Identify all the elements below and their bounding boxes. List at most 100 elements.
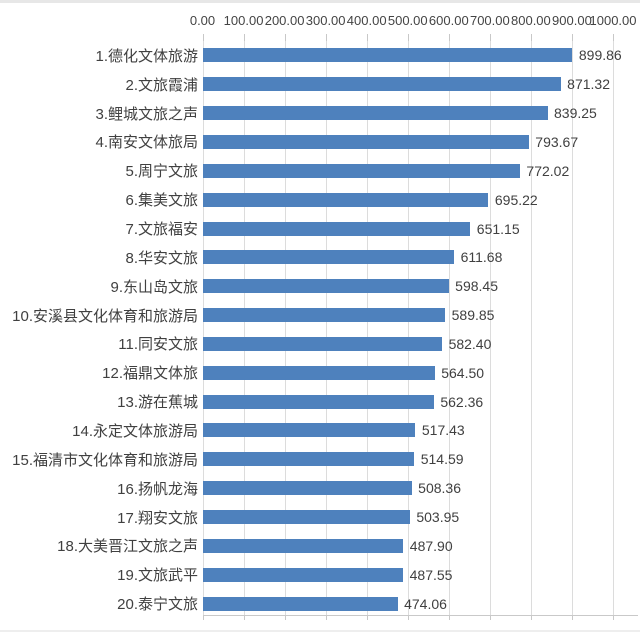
category-label: 9.东山岛文旅 <box>110 278 198 296</box>
value-label: 474.06 <box>404 595 447 612</box>
category-label: 1.德化文体旅游 <box>95 47 198 65</box>
axis-tick-top <box>366 34 368 41</box>
bar <box>203 481 412 496</box>
axis-tick-bottom <box>202 615 204 620</box>
category-label: 16.扬帆龙海 <box>117 480 198 498</box>
x-axis-tick-label: 500.00 <box>387 13 428 28</box>
axis-tick-top <box>530 34 532 41</box>
bar <box>203 596 398 611</box>
bar <box>203 279 449 294</box>
x-axis-tick-label: 1000.00 <box>589 13 637 28</box>
axis-tick-top <box>448 34 450 41</box>
category-label: 14.永定文体旅游局 <box>72 422 198 440</box>
category-label: 7.文旅福安 <box>125 221 198 239</box>
category-label: 2.文旅霞浦 <box>125 76 198 94</box>
category-label: 11.同安文旅 <box>118 336 198 354</box>
axis-tick-top <box>489 34 491 41</box>
axis-tick-bottom <box>613 615 614 620</box>
bar <box>203 567 404 582</box>
category-label: 17.翔安文旅 <box>117 509 198 527</box>
x-axis-tick-label: 200.00 <box>264 13 305 28</box>
bar <box>203 308 446 323</box>
category-label: 8.华安文旅 <box>125 249 198 267</box>
value-label: 839.25 <box>554 105 597 122</box>
axis-tick-top <box>613 34 614 41</box>
gridline <box>325 41 327 615</box>
value-label: 598.45 <box>455 278 498 295</box>
x-axis-tick-label: 100.00 <box>223 13 264 28</box>
category-label: 19.文旅武平 <box>117 567 198 585</box>
top-border-line <box>0 0 640 3</box>
value-label: 589.85 <box>451 307 495 324</box>
bar <box>203 336 443 351</box>
value-label: 564.50 <box>441 364 485 381</box>
category-label: 20.泰宁文旅 <box>117 596 198 614</box>
value-label: 793.67 <box>535 133 579 150</box>
axis-tick-bottom <box>448 615 450 620</box>
value-label: 514.59 <box>420 451 464 468</box>
gridline <box>202 41 204 615</box>
category-label: 10.安溪县文化体育和旅游局 <box>12 307 198 325</box>
bar <box>203 77 561 92</box>
bar <box>203 365 435 380</box>
x-axis-tick-label: 800.00 <box>511 13 551 28</box>
value-label: 508.36 <box>418 480 461 497</box>
value-label: 562.36 <box>440 393 484 410</box>
axis-tick-top <box>325 34 327 41</box>
gridline <box>448 41 450 615</box>
x-axis-tick-label: 0.00 <box>189 13 216 28</box>
axis-tick-bottom <box>489 615 491 620</box>
x-axis-tick-label: 300.00 <box>305 13 346 28</box>
bar <box>203 423 416 438</box>
axis-tick-bottom <box>571 615 573 620</box>
gridline <box>284 41 286 615</box>
bar <box>203 134 529 149</box>
value-label: 651.15 <box>476 220 520 237</box>
category-label: 15.福清市文化体育和旅游局 <box>12 451 198 469</box>
value-label: 611.68 <box>460 249 503 266</box>
value-label: 487.90 <box>409 537 453 554</box>
value-label: 503.95 <box>416 509 460 526</box>
axis-tick-bottom <box>325 615 327 620</box>
x-axis-tick-label: 400.00 <box>346 13 387 28</box>
bar <box>203 163 520 178</box>
bar <box>203 221 471 236</box>
axis-tick-bottom <box>243 615 245 620</box>
category-label: 13.游在蕉城 <box>117 394 198 412</box>
gridline <box>407 41 409 615</box>
category-label: 18.大美晋江文旅之声 <box>57 538 198 556</box>
axis-tick-top <box>407 34 409 41</box>
category-label: 12.福鼎文体旅 <box>102 365 198 383</box>
axis-tick-bottom <box>366 615 368 620</box>
axis-tick-top <box>284 34 286 41</box>
category-label: 5.周宁文旅 <box>125 163 198 181</box>
value-label: 871.32 <box>567 76 610 93</box>
x-axis-tick-label: 700.00 <box>469 13 510 28</box>
gridline <box>489 41 491 615</box>
bar <box>203 394 434 409</box>
bar <box>203 452 415 467</box>
value-label: 695.22 <box>494 191 538 208</box>
category-label: 3.鲤城文旅之声 <box>95 105 198 123</box>
axis-tick-bottom <box>284 615 286 620</box>
category-label: 4.南安文体旅局 <box>95 134 198 152</box>
value-label: 582.40 <box>448 335 492 352</box>
gridline <box>243 41 245 615</box>
gridline <box>613 41 614 615</box>
axis-tick-bottom <box>407 615 409 620</box>
bar <box>203 48 573 63</box>
value-label: 899.86 <box>578 47 622 64</box>
x-axis-line <box>202 615 638 616</box>
gridline <box>530 41 532 615</box>
value-label: 772.02 <box>526 162 570 179</box>
axis-tick-top <box>202 34 204 41</box>
value-label: 517.43 <box>421 422 465 439</box>
x-axis-tick-label: 900.00 <box>552 13 592 28</box>
bar <box>203 510 410 525</box>
gridline <box>571 41 573 615</box>
axis-tick-top <box>571 34 573 41</box>
gridline <box>366 41 368 615</box>
bar <box>203 192 489 207</box>
bar <box>203 250 455 265</box>
